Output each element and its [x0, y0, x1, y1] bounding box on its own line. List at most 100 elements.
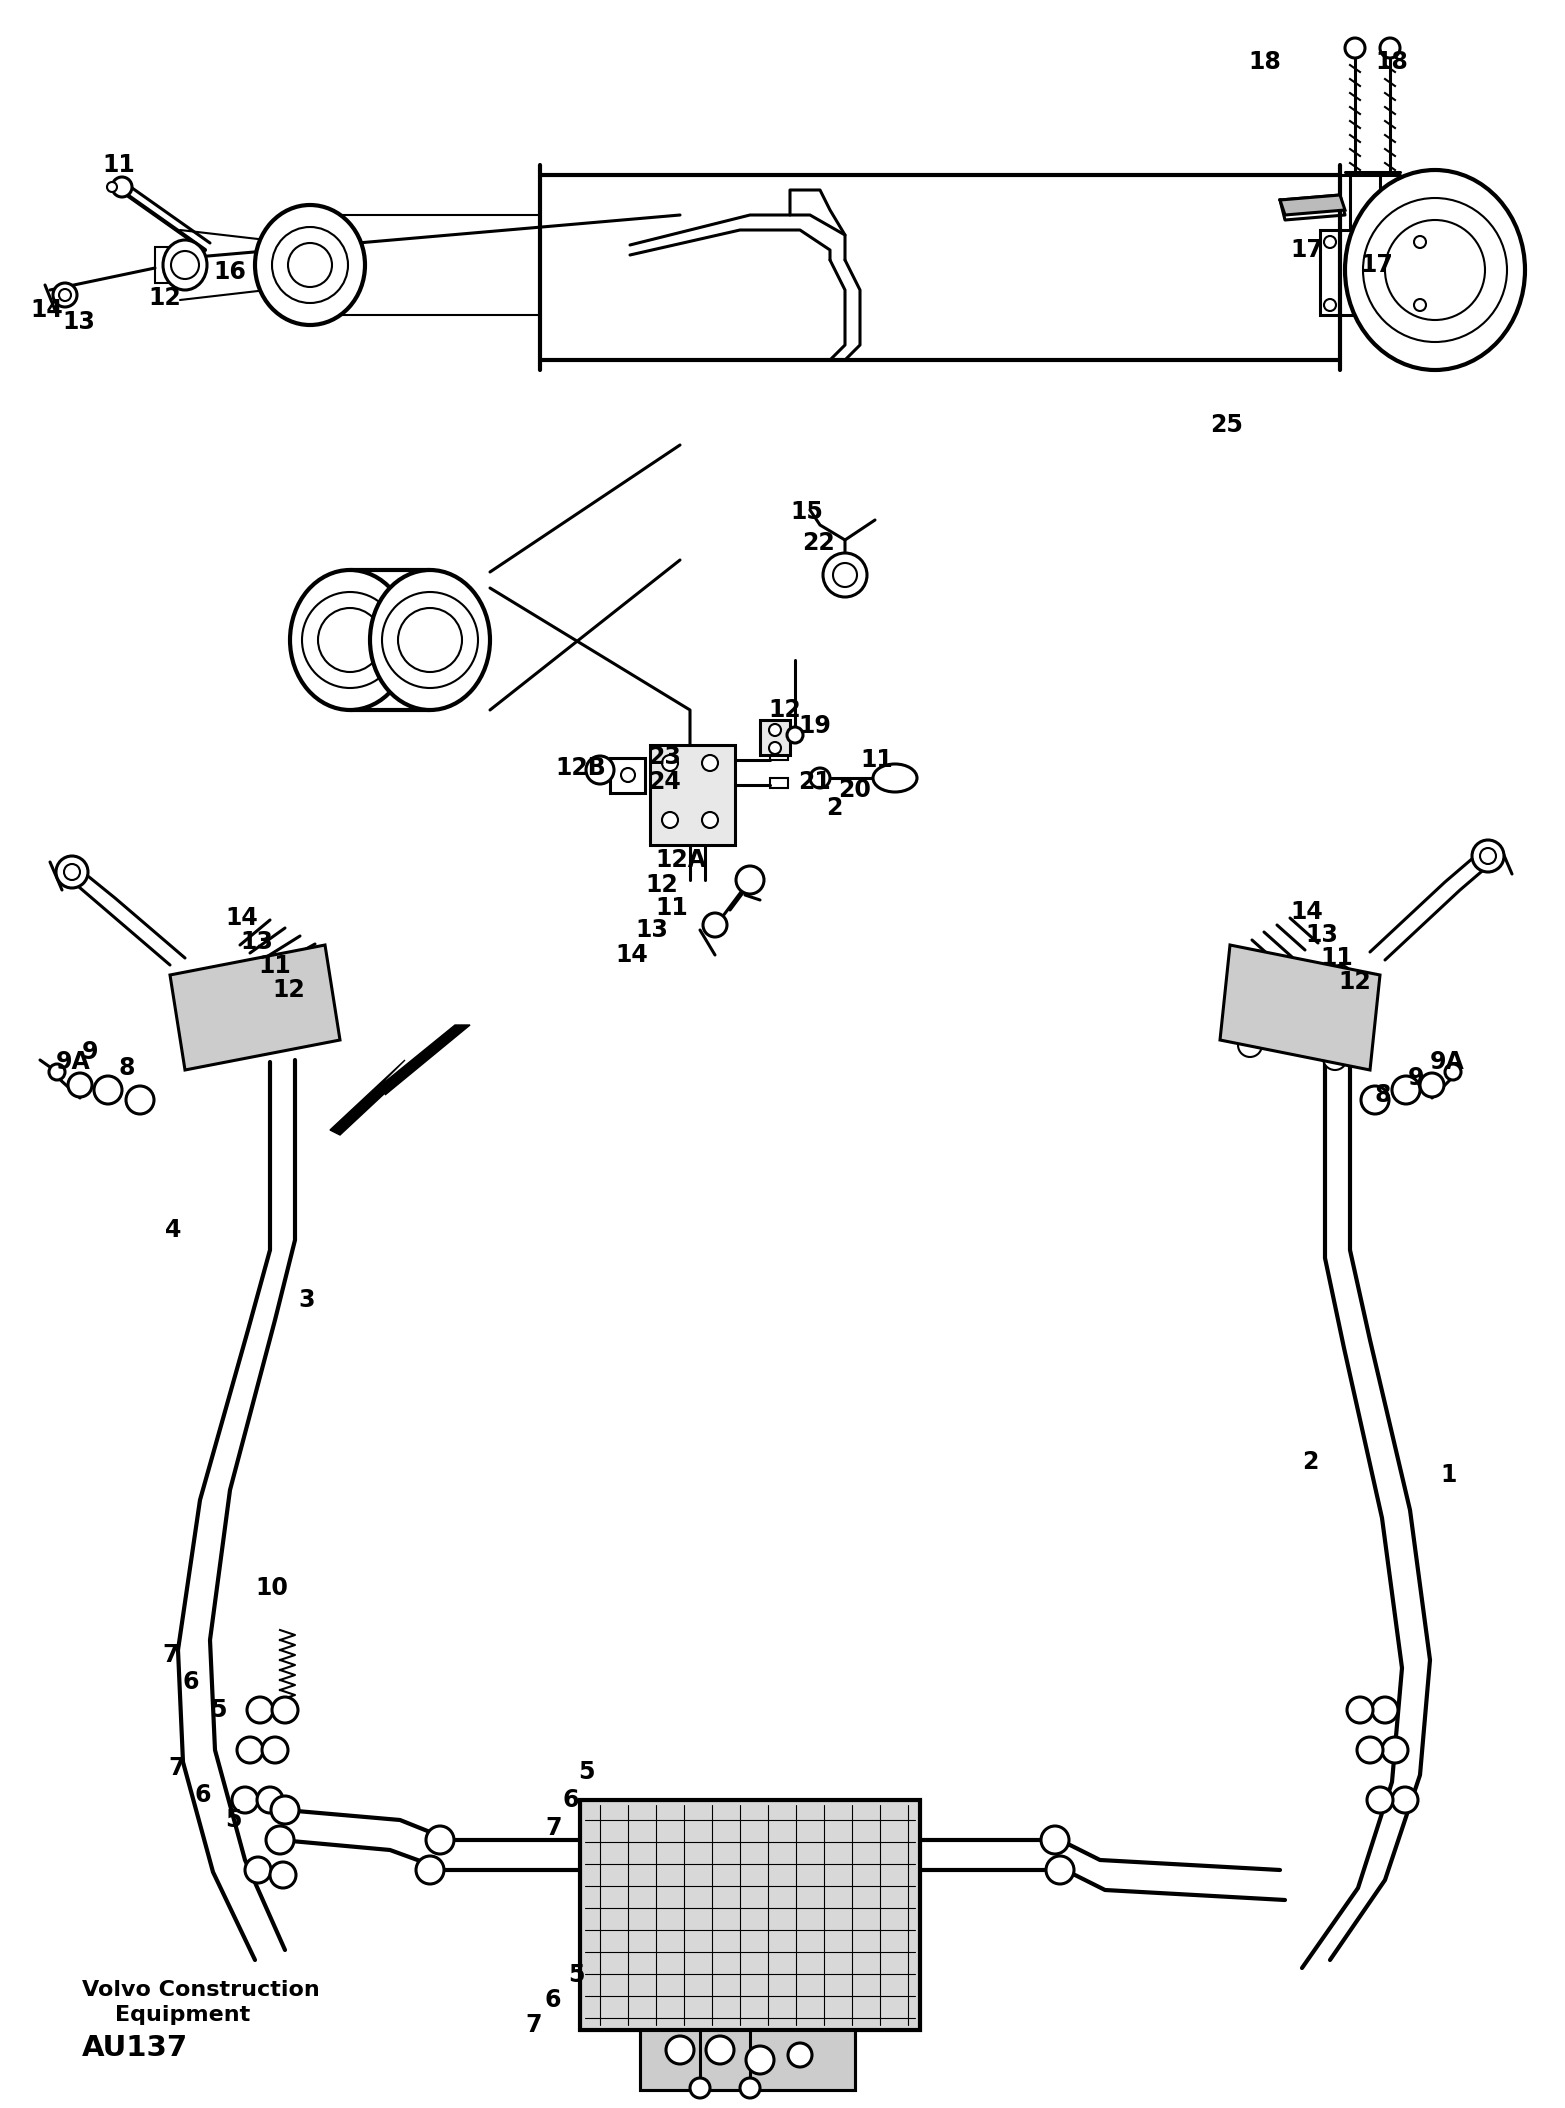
- Circle shape: [1324, 299, 1337, 312]
- Text: 11: 11: [102, 154, 135, 177]
- Circle shape: [1415, 299, 1426, 312]
- Circle shape: [59, 289, 70, 301]
- Circle shape: [64, 864, 80, 879]
- Ellipse shape: [369, 569, 490, 710]
- Polygon shape: [1221, 944, 1380, 1071]
- Bar: [1319, 230, 1435, 314]
- Text: 18: 18: [1376, 51, 1408, 74]
- Text: 14: 14: [1290, 900, 1322, 923]
- Circle shape: [1329, 965, 1352, 989]
- Text: AU137: AU137: [81, 2034, 188, 2062]
- Circle shape: [398, 607, 462, 672]
- Text: 6: 6: [196, 1783, 211, 1807]
- Circle shape: [1473, 839, 1504, 873]
- Text: 9A: 9A: [1430, 1050, 1465, 1073]
- Polygon shape: [330, 1024, 470, 1134]
- Text: 6: 6: [545, 1988, 562, 2011]
- Ellipse shape: [873, 763, 917, 793]
- Text: 2: 2: [1302, 1450, 1318, 1473]
- Circle shape: [203, 1035, 227, 1060]
- Text: 17: 17: [1360, 253, 1393, 276]
- Circle shape: [789, 2043, 812, 2068]
- Bar: [155, 247, 185, 282]
- Ellipse shape: [255, 204, 365, 325]
- Text: 11: 11: [861, 748, 892, 772]
- Text: 5: 5: [210, 1699, 227, 1722]
- Bar: [610, 759, 645, 793]
- Circle shape: [1357, 1737, 1383, 1762]
- Circle shape: [232, 1788, 258, 1813]
- Circle shape: [106, 181, 117, 192]
- Circle shape: [1363, 198, 1507, 341]
- Circle shape: [1366, 1788, 1393, 1813]
- Circle shape: [1243, 951, 1268, 974]
- Text: 11: 11: [1319, 946, 1352, 970]
- Text: 14: 14: [615, 942, 648, 968]
- Circle shape: [1380, 38, 1401, 59]
- Circle shape: [1322, 1046, 1347, 1071]
- Bar: [761, 721, 790, 755]
- Text: 24: 24: [648, 769, 681, 795]
- Circle shape: [740, 2078, 761, 2097]
- Circle shape: [49, 1065, 66, 1079]
- Text: 13: 13: [63, 310, 95, 333]
- Circle shape: [736, 866, 764, 894]
- Text: 14: 14: [30, 297, 63, 323]
- Text: 16: 16: [213, 259, 246, 285]
- Circle shape: [1391, 1075, 1419, 1105]
- Text: 6: 6: [182, 1670, 199, 1695]
- Circle shape: [53, 282, 77, 308]
- Circle shape: [67, 1073, 92, 1096]
- Text: 8: 8: [1376, 1084, 1391, 1107]
- Text: 7: 7: [545, 1815, 562, 1840]
- Circle shape: [833, 563, 858, 586]
- Circle shape: [768, 723, 781, 736]
- Text: 11: 11: [258, 955, 291, 978]
- Circle shape: [199, 978, 222, 1001]
- Text: 15: 15: [790, 500, 823, 525]
- Polygon shape: [171, 944, 340, 1071]
- Circle shape: [271, 1861, 296, 1889]
- Text: 5: 5: [568, 1963, 584, 1988]
- Text: 5: 5: [577, 1760, 595, 1783]
- Circle shape: [261, 1737, 288, 1762]
- Circle shape: [585, 757, 613, 784]
- Circle shape: [662, 812, 678, 828]
- Bar: [770, 778, 789, 788]
- Text: 12: 12: [272, 978, 305, 1001]
- Circle shape: [768, 742, 781, 755]
- Circle shape: [703, 812, 718, 828]
- Circle shape: [416, 1855, 444, 1885]
- Circle shape: [667, 2036, 693, 2064]
- Text: 11: 11: [656, 896, 687, 919]
- Text: 10: 10: [255, 1577, 288, 1600]
- Text: 5: 5: [225, 1809, 241, 1832]
- Bar: [649, 744, 736, 845]
- Circle shape: [1391, 1788, 1418, 1813]
- Circle shape: [272, 1697, 297, 1722]
- Circle shape: [1444, 1065, 1462, 1079]
- Text: 7: 7: [524, 2013, 541, 2036]
- Circle shape: [703, 913, 728, 936]
- Circle shape: [1373, 1697, 1398, 1722]
- Text: 4: 4: [164, 1218, 182, 1242]
- Text: 12: 12: [645, 873, 678, 898]
- Circle shape: [171, 251, 199, 278]
- Bar: [581, 1800, 920, 2030]
- Text: 7: 7: [163, 1642, 178, 1667]
- Text: 12A: 12A: [656, 847, 706, 873]
- Text: 12B: 12B: [556, 757, 606, 780]
- Ellipse shape: [163, 240, 207, 291]
- Circle shape: [1344, 38, 1365, 59]
- Circle shape: [621, 767, 635, 782]
- Circle shape: [662, 755, 678, 772]
- Ellipse shape: [290, 569, 410, 710]
- Circle shape: [706, 2036, 734, 2064]
- Circle shape: [1347, 1697, 1373, 1722]
- Circle shape: [1385, 219, 1485, 320]
- Text: 12: 12: [1338, 970, 1371, 995]
- Circle shape: [286, 1022, 310, 1048]
- Bar: [581, 1800, 920, 2030]
- Polygon shape: [1280, 196, 1344, 215]
- Text: 2: 2: [826, 797, 842, 820]
